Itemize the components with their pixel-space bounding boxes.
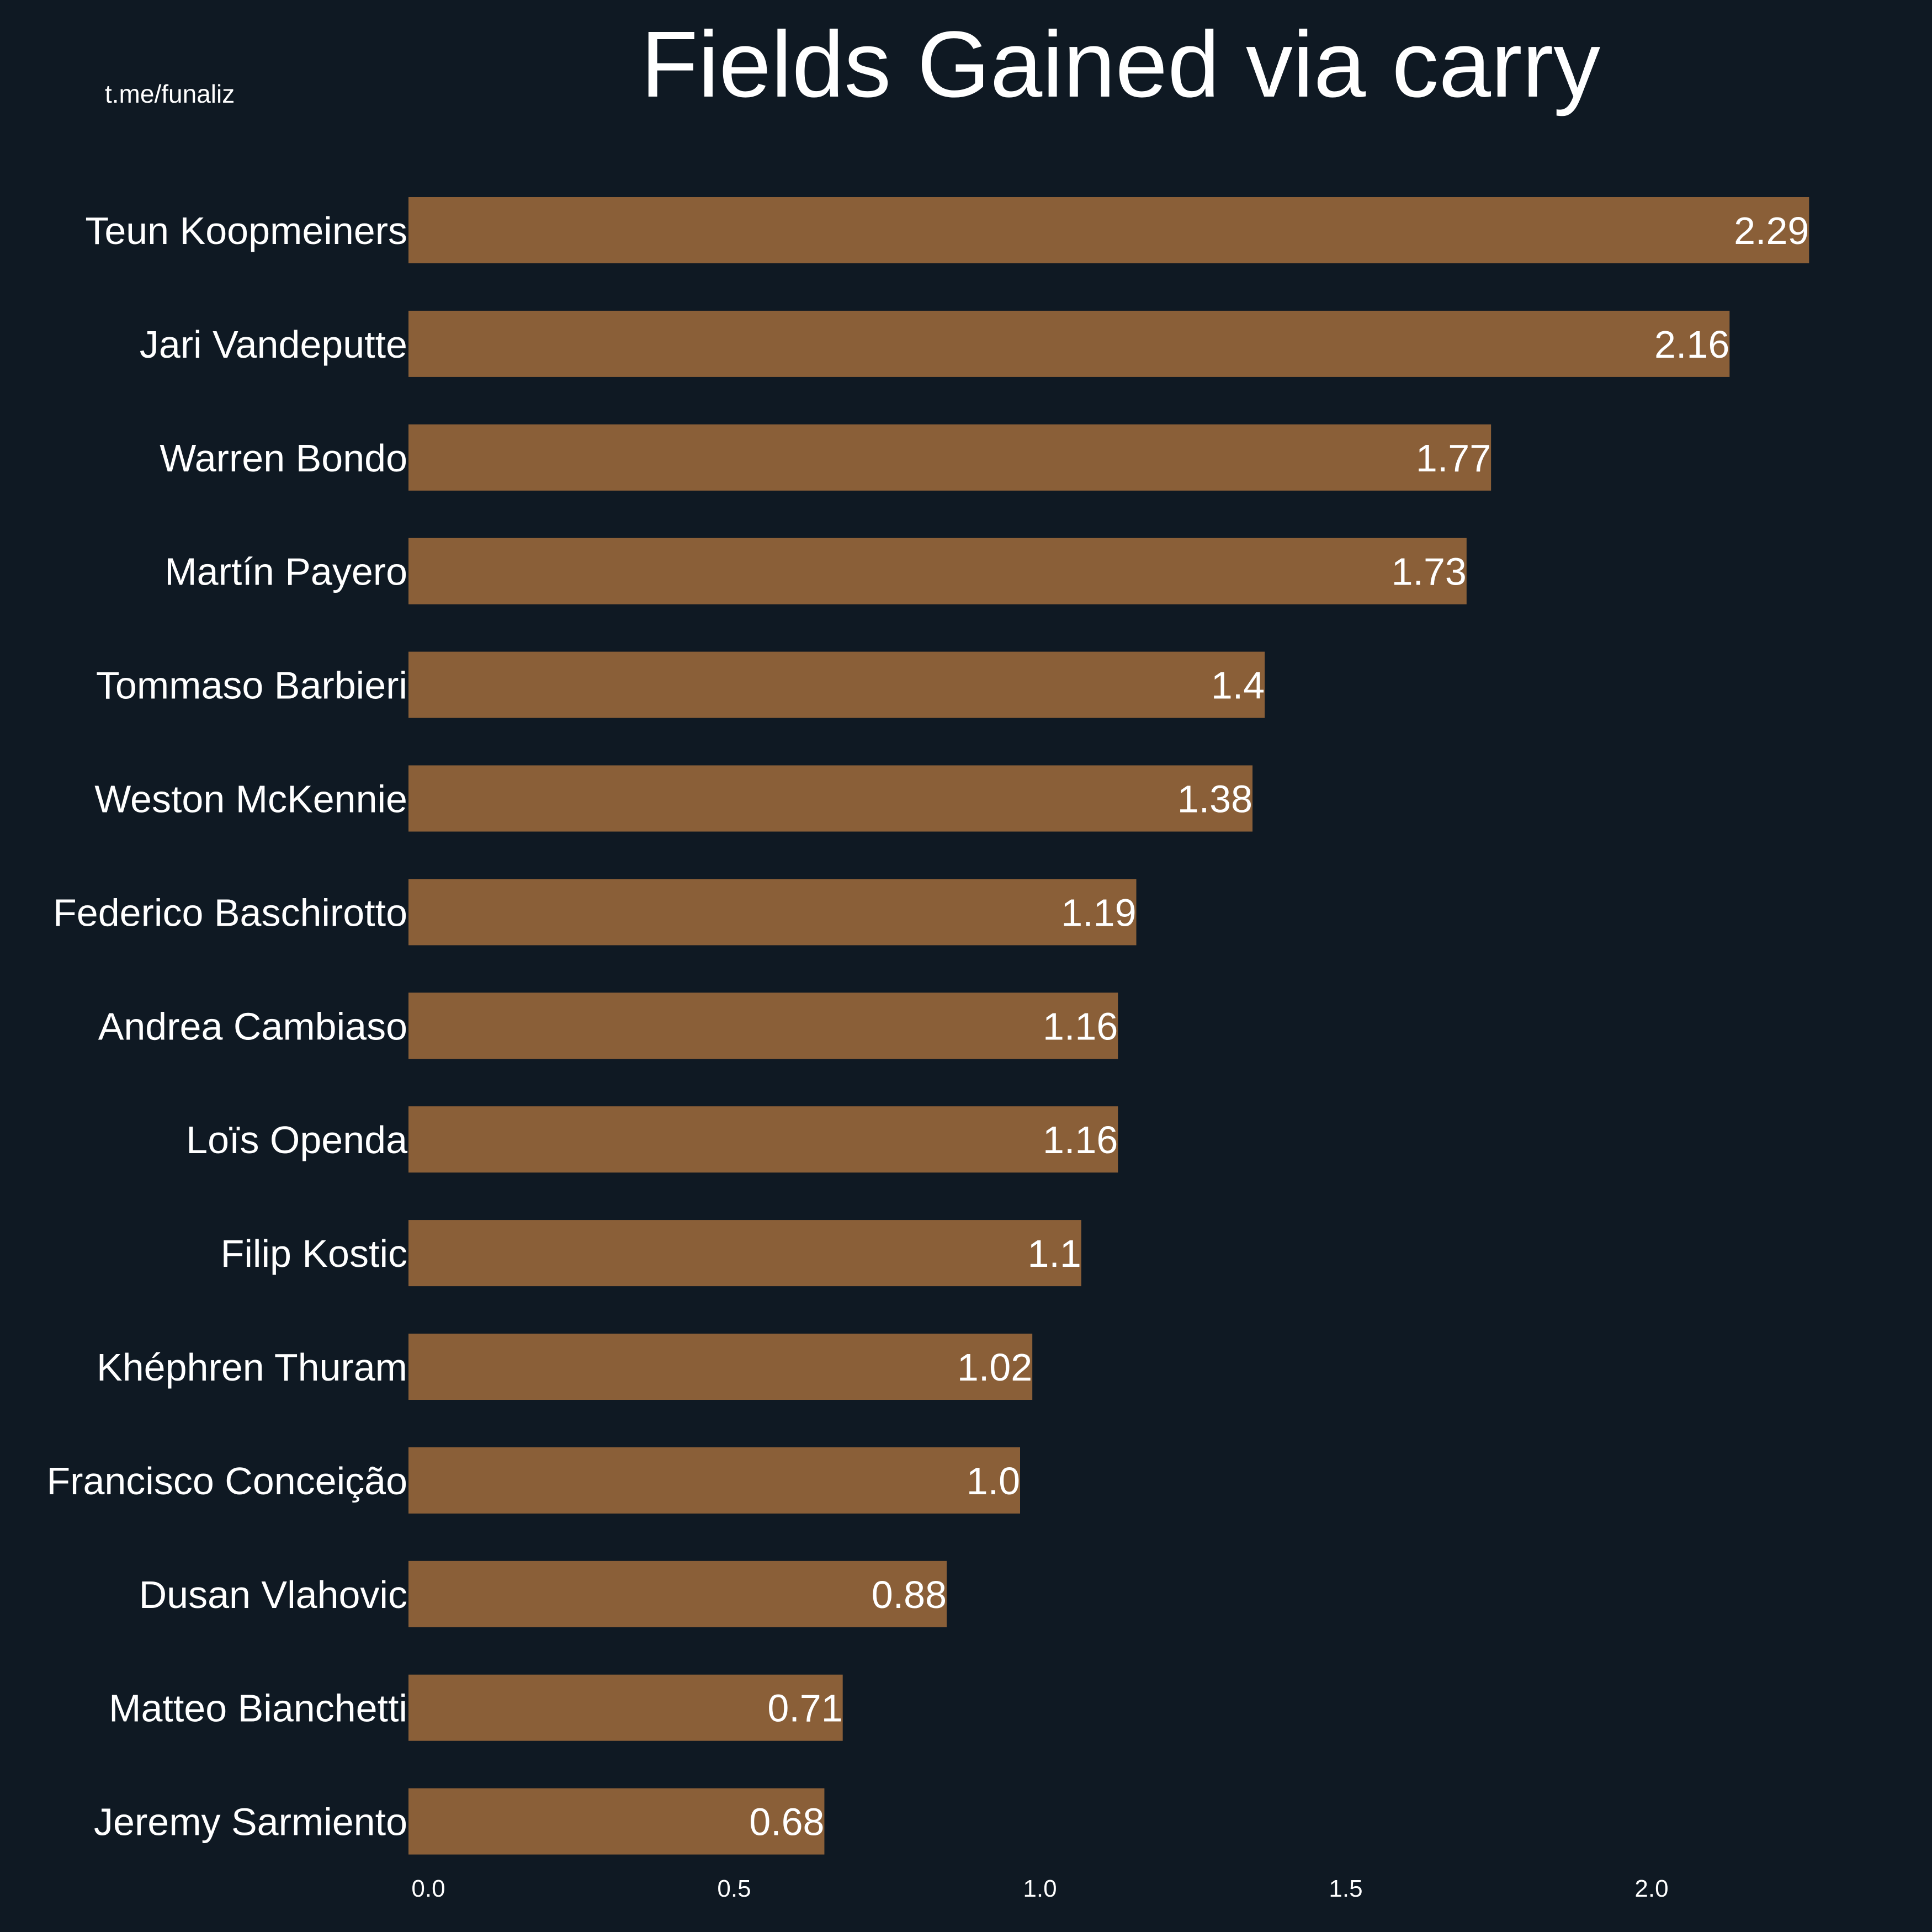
value-label-andrea-cambiaso: 1.16: [1043, 1005, 1118, 1048]
bar-jari-vandeputte: [408, 310, 1730, 377]
category-label-warren-bondo: Warren Bondo: [160, 437, 407, 480]
category-label-lois-openda: Loïs Openda: [186, 1118, 407, 1161]
value-label-jari-vandeputte: 2.16: [1654, 323, 1729, 366]
category-label-federico-baschirotto: Federico Baschirotto: [53, 891, 407, 934]
bar-warren-bondo: [408, 424, 1492, 491]
x-tick-label: 2.0: [1634, 1875, 1668, 1902]
category-label-khephren-thuram: Khéphren Thuram: [97, 1346, 407, 1389]
value-label-khephren-thuram: 1.02: [957, 1346, 1032, 1389]
category-label-weston-mckennie: Weston McKennie: [94, 778, 407, 821]
bar-jeremy-sarmiento: [408, 1788, 825, 1855]
bar-matteo-bianchetti: [408, 1674, 843, 1741]
value-label-dusan-vlahovic: 0.88: [872, 1573, 947, 1616]
category-label-matteo-bianchetti: Matteo Bianchetti: [109, 1687, 407, 1730]
bar-filip-kostic: [408, 1220, 1081, 1287]
value-label-warren-bondo: 1.77: [1416, 437, 1491, 480]
x-tick-label: 0.0: [411, 1875, 445, 1902]
bar-federico-baschirotto: [408, 879, 1137, 946]
bar-weston-mckennie: [408, 765, 1253, 832]
x-tick-label: 1.5: [1329, 1875, 1362, 1902]
value-label-federico-baschirotto: 1.19: [1061, 891, 1136, 934]
category-labels-group: Teun Koopmeiners Jari Vandeputte Warren Bo…: [46, 209, 407, 1844]
category-label-jeremy-sarmiento: Jeremy Sarmiento: [94, 1801, 407, 1844]
x-tick-label: 0.5: [717, 1875, 751, 1902]
bar-teun-koopmeiners: [408, 197, 1809, 263]
bars-group: [408, 197, 1809, 1855]
category-label-dusan-vlahovic: Dusan Vlahovic: [139, 1573, 407, 1616]
chart-title: Fields Gained via carry: [641, 12, 1600, 117]
bar-lois-openda: [408, 1106, 1118, 1173]
category-label-jari-vandeputte: Jari Vandeputte: [140, 323, 407, 366]
bar-martin-payero: [408, 538, 1467, 604]
category-label-martin-payero: Martín Payero: [164, 550, 407, 593]
bar-khephren-thuram: [408, 1334, 1033, 1400]
bar-francisco-conceicao: [408, 1447, 1020, 1514]
category-label-tommaso-barbieri: Tommaso Barbieri: [96, 664, 407, 707]
value-label-tommaso-barbieri: 1.4: [1211, 664, 1265, 707]
x-tick-label: 1.0: [1023, 1875, 1057, 1902]
category-label-filip-kostic: Filip Kostic: [221, 1232, 407, 1275]
value-label-matteo-bianchetti: 0.71: [767, 1687, 842, 1730]
value-label-francisco-conceicao: 1.0: [967, 1459, 1020, 1503]
watermark-label: t.me/funaliz: [105, 79, 235, 108]
category-label-andrea-cambiaso: Andrea Cambiaso: [98, 1005, 407, 1048]
value-label-weston-mckennie: 1.38: [1177, 778, 1252, 821]
value-label-teun-koopmeiners: 2.29: [1734, 209, 1809, 252]
value-labels-group: 2.29 2.16 1.77 1.73 1.4 1.38 1.19 1.16 1.16 1.1 1.…: [749, 209, 1809, 1844]
x-axis-ticks-group: 0.0 0.5 1.0 1.5 2.0: [411, 1875, 1668, 1902]
bar-tommaso-barbieri: [408, 651, 1265, 718]
value-label-lois-openda: 1.16: [1043, 1118, 1118, 1161]
bar-andrea-cambiaso: [408, 992, 1118, 1059]
value-label-jeremy-sarmiento: 0.68: [749, 1801, 824, 1844]
value-label-martin-payero: 1.73: [1392, 550, 1467, 593]
category-label-teun-koopmeiners: Teun Koopmeiners: [85, 209, 407, 252]
category-label-francisco-conceicao: Francisco Conceição: [46, 1459, 407, 1503]
bar-dusan-vlahovic: [408, 1561, 947, 1627]
value-label-filip-kostic: 1.1: [1027, 1232, 1081, 1275]
